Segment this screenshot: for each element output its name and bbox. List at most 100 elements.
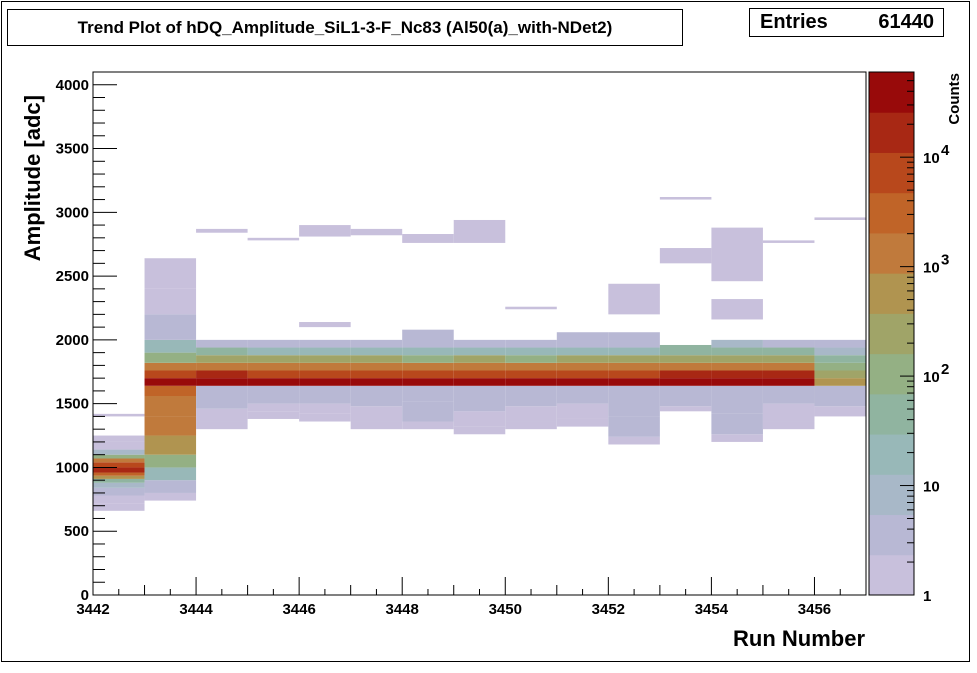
heatmap-cell bbox=[299, 347, 351, 356]
heatmap-cell bbox=[144, 378, 197, 386]
y-tick-label: 1500 bbox=[56, 396, 89, 413]
heatmap-cell bbox=[608, 355, 660, 363]
palette-swatch bbox=[869, 152, 914, 194]
heatmap-cell bbox=[247, 411, 300, 419]
heatmap-cell bbox=[659, 406, 712, 412]
heatmap-cell bbox=[350, 385, 403, 407]
heatmap-cell bbox=[196, 370, 248, 379]
heatmap-cell bbox=[659, 362, 712, 371]
heatmap-cell bbox=[505, 362, 557, 371]
heatmap-cell bbox=[350, 370, 403, 379]
heatmap-cell bbox=[144, 467, 197, 481]
heatmap-cell bbox=[144, 258, 197, 289]
heatmap-cell bbox=[402, 401, 454, 422]
palette-swatch bbox=[869, 393, 914, 435]
heatmap-cell bbox=[762, 362, 815, 371]
heatmap-cell bbox=[453, 347, 506, 356]
x-tick-label: 3456 bbox=[798, 601, 831, 618]
color-scale bbox=[868, 71, 915, 596]
z-tick-exponent: 2 bbox=[941, 361, 949, 378]
heatmap-cell bbox=[608, 332, 660, 348]
heatmap-cell bbox=[814, 370, 866, 379]
heatmap-cell bbox=[608, 378, 660, 386]
heatmap-cell bbox=[711, 362, 763, 371]
heatmap-cell bbox=[350, 339, 403, 348]
y-axis-title: Amplitude [adc] bbox=[20, 95, 45, 261]
heatmap-cell bbox=[196, 408, 248, 422]
heatmap-cell bbox=[659, 378, 712, 386]
heatmap-cell bbox=[299, 403, 351, 414]
heatmap-cell bbox=[299, 339, 351, 348]
heatmap-cell bbox=[556, 332, 609, 348]
heatmap-cell bbox=[556, 418, 609, 427]
heatmap-cell bbox=[608, 385, 660, 417]
palette-swatch bbox=[869, 313, 914, 355]
heatmap-cell bbox=[505, 355, 557, 363]
heatmap-cell bbox=[762, 421, 815, 430]
heatmap-cell bbox=[247, 355, 300, 363]
heatmap-cell bbox=[505, 339, 557, 348]
heatmap-cell bbox=[299, 362, 351, 371]
y-tick-label: 3500 bbox=[56, 141, 89, 158]
heatmap-cell bbox=[453, 426, 506, 435]
heatmap-cell bbox=[93, 462, 145, 468]
heatmap-cell bbox=[762, 240, 815, 243]
heatmap-cell bbox=[453, 355, 506, 363]
heatmap-cell bbox=[196, 421, 248, 430]
heatmap-cell bbox=[93, 441, 145, 450]
x-tick-label: 3442 bbox=[76, 601, 109, 618]
heatmap-cell bbox=[144, 492, 197, 501]
plot-title: Trend Plot of hDQ_Amplitude_SiL1-3-F_Nc8… bbox=[7, 9, 683, 46]
heatmap-cell bbox=[608, 347, 660, 356]
heatmap-cell bbox=[402, 362, 454, 371]
heatmap-cell bbox=[814, 355, 866, 363]
heatmap-cell bbox=[505, 421, 557, 430]
heatmap-cell bbox=[402, 355, 454, 363]
palette-swatch bbox=[869, 353, 914, 395]
heatmap-cell bbox=[402, 385, 454, 402]
heatmap-cell bbox=[814, 347, 866, 356]
heatmap-cell bbox=[402, 329, 454, 348]
y-tick-label: 2000 bbox=[56, 332, 89, 349]
heatmap-cell bbox=[144, 454, 197, 468]
heatmap-cell bbox=[505, 370, 557, 379]
heatmap-cell bbox=[350, 406, 403, 422]
heatmap-cell bbox=[762, 385, 815, 404]
heatmap-cell bbox=[711, 370, 763, 379]
x-axis-title: Run Number bbox=[733, 626, 865, 651]
heatmap-cell bbox=[711, 355, 763, 363]
heatmap-cell bbox=[556, 403, 609, 419]
heatmap-cell bbox=[556, 370, 609, 379]
z-tick-label: 1 bbox=[923, 588, 931, 605]
y-tick-label: 0 bbox=[81, 587, 89, 604]
heatmap-cell bbox=[762, 370, 815, 379]
heatmap-cell bbox=[453, 385, 506, 412]
heatmap-cell bbox=[144, 314, 197, 340]
plot-frame bbox=[92, 71, 867, 596]
y-tick-label: 3000 bbox=[56, 204, 89, 221]
heatmap-cell bbox=[247, 362, 300, 371]
z-tick-label: 10 bbox=[923, 260, 940, 277]
heatmap-cell bbox=[93, 413, 145, 417]
heatmap-cell bbox=[93, 454, 145, 459]
heatmap-cell bbox=[453, 219, 506, 243]
heatmap-cell bbox=[762, 403, 815, 422]
heatmap-cell bbox=[402, 421, 454, 430]
z-tick-exponent: 3 bbox=[941, 252, 949, 269]
heatmap-cell bbox=[299, 385, 351, 404]
heatmap-cell bbox=[814, 406, 866, 417]
heatmap-cell bbox=[608, 362, 660, 371]
heatmap-cell bbox=[196, 362, 248, 371]
heatmap-cell bbox=[402, 347, 454, 356]
heatmap-cell bbox=[93, 435, 145, 442]
heatmap-cell bbox=[196, 385, 248, 409]
heatmap-cell bbox=[711, 227, 763, 282]
heatmap-cell bbox=[402, 378, 454, 386]
heatmap-cell bbox=[93, 458, 145, 463]
heatmap-cell bbox=[144, 396, 197, 417]
heatmap-cell bbox=[247, 378, 300, 386]
z-axis-title: Counts bbox=[946, 73, 963, 125]
palette-swatch bbox=[869, 72, 914, 113]
palette-swatch bbox=[869, 112, 914, 153]
